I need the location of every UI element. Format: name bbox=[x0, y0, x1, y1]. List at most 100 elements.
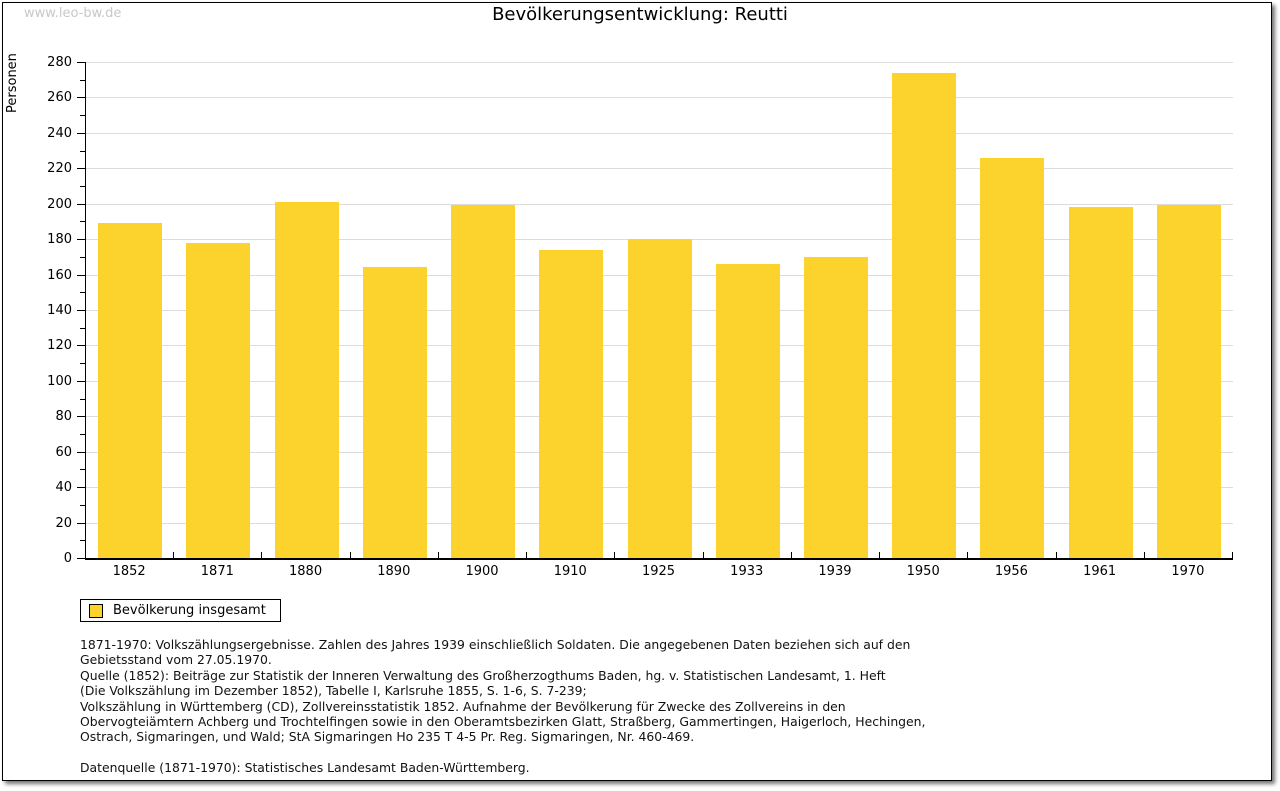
x-tick-label: 1871 bbox=[200, 564, 234, 579]
y-tick-label: 220 bbox=[47, 161, 72, 177]
x-boundary-tick bbox=[1143, 552, 1145, 558]
x-tick-label: 1939 bbox=[818, 564, 852, 579]
footnote-line: Ostrach, Sigmaringen, und Wald; StA Sigm… bbox=[80, 729, 695, 745]
y-minor-tick bbox=[80, 398, 85, 400]
bar bbox=[980, 157, 1045, 558]
x-tick-label: 1950 bbox=[906, 564, 940, 579]
y-major-tick bbox=[77, 239, 85, 241]
y-tick-label: 240 bbox=[47, 125, 72, 141]
chart-title: Bevölkerungsentwicklung: Reutti bbox=[492, 4, 788, 25]
x-boundary-tick bbox=[173, 552, 175, 558]
y-gridline bbox=[86, 62, 1233, 63]
y-tick-label: 0 bbox=[63, 551, 72, 566]
y-tick-label: 60 bbox=[55, 444, 72, 460]
datasource-line: Datenquelle (1871-1970): Statistisches L… bbox=[80, 759, 530, 775]
x-tick-label: 1961 bbox=[1083, 564, 1117, 579]
x-tick-label: 1880 bbox=[289, 564, 323, 579]
x-tick-label: 1910 bbox=[553, 564, 587, 579]
bar bbox=[98, 223, 163, 558]
y-minor-tick bbox=[80, 469, 85, 471]
bar bbox=[715, 263, 780, 558]
y-minor-tick bbox=[80, 434, 85, 435]
y-minor-tick bbox=[80, 186, 85, 187]
bar bbox=[362, 267, 427, 558]
y-major-tick bbox=[77, 62, 85, 63]
x-tick-label: 1925 bbox=[641, 564, 676, 579]
y-tick-label: 180 bbox=[47, 232, 72, 248]
footnote-line: (Die Volkszählung im Dezember 1852), Tab… bbox=[80, 683, 587, 699]
y-major-tick bbox=[77, 380, 85, 382]
bar bbox=[539, 249, 604, 558]
bar bbox=[186, 242, 251, 558]
x-tick-label: 1956 bbox=[994, 564, 1028, 579]
y-minor-tick bbox=[80, 292, 85, 294]
y-gridline bbox=[86, 97, 1233, 99]
bar bbox=[627, 239, 692, 558]
x-boundary-tick bbox=[526, 552, 528, 558]
y-minor-tick bbox=[80, 79, 85, 81]
y-gridline bbox=[86, 203, 1233, 205]
y-tick-label: 120 bbox=[47, 338, 72, 354]
y-tick-label: 20 bbox=[55, 515, 72, 531]
x-boundary-tick bbox=[1055, 552, 1057, 558]
x-tick-label: 1890 bbox=[377, 564, 411, 579]
bar bbox=[1156, 205, 1221, 558]
x-boundary-tick bbox=[614, 552, 616, 558]
y-major-tick bbox=[77, 310, 85, 311]
bar bbox=[274, 201, 339, 558]
bar bbox=[892, 72, 957, 558]
x-tick-label: 1970 bbox=[1171, 564, 1205, 579]
y-major-tick bbox=[77, 345, 85, 347]
footnote-line: Volkszählung in Württemberg (CD), Zollve… bbox=[80, 698, 846, 714]
footnote-line: Obervogteiämtern Achberg und Trochtelfin… bbox=[80, 714, 926, 730]
y-tick-label: 160 bbox=[47, 267, 72, 283]
y-minor-tick bbox=[80, 221, 85, 223]
y-tick-label: 140 bbox=[47, 303, 72, 318]
y-minor-tick bbox=[80, 256, 85, 258]
site-watermark: www.leo-bw.de bbox=[24, 6, 122, 21]
legend-color-swatch-icon bbox=[89, 603, 103, 618]
y-major-tick bbox=[77, 97, 85, 99]
y-major-tick bbox=[77, 487, 85, 489]
bar bbox=[451, 205, 516, 558]
y-axis-label: Personen bbox=[5, 53, 20, 113]
y-major-tick bbox=[77, 132, 85, 134]
y-major-tick bbox=[77, 168, 85, 170]
y-major-tick bbox=[77, 203, 85, 205]
y-tick-label: 80 bbox=[55, 409, 72, 425]
footnote-line: 1871-1970: Volkszählungsergebnisse. Zahl… bbox=[80, 637, 911, 652]
footnote-block: 1871-1970: Volkszählungsergebnisse. Zahl… bbox=[80, 637, 925, 775]
x-boundary-tick bbox=[790, 552, 792, 558]
footnote-line: Quelle (1852): Beiträge zur Statistik de… bbox=[80, 667, 886, 683]
x-boundary-tick bbox=[879, 552, 881, 558]
x-tick-label: 1900 bbox=[465, 564, 499, 579]
footnote-line: Gebietsstand vom 27.05.1970. bbox=[80, 652, 272, 668]
y-major-tick bbox=[77, 522, 85, 524]
plot-area bbox=[85, 62, 1233, 560]
x-boundary-tick bbox=[702, 552, 704, 558]
y-major-tick bbox=[77, 451, 85, 453]
x-boundary-tick bbox=[1232, 552, 1233, 558]
y-major-tick bbox=[77, 416, 85, 418]
x-tick-label: 1933 bbox=[730, 564, 764, 579]
y-major-tick bbox=[77, 274, 85, 276]
y-minor-tick bbox=[80, 540, 85, 542]
legend-series-label: Bevölkerung insgesamt bbox=[113, 603, 266, 618]
y-minor-tick bbox=[80, 363, 85, 365]
y-minor-tick bbox=[80, 504, 85, 506]
x-boundary-tick bbox=[261, 552, 263, 558]
y-tick-label: 100 bbox=[47, 373, 72, 389]
x-boundary-tick bbox=[437, 552, 439, 558]
y-tick-label: 40 bbox=[55, 480, 72, 496]
bar bbox=[803, 256, 868, 558]
y-major-tick bbox=[77, 558, 85, 559]
y-gridline bbox=[86, 132, 1233, 134]
y-tick-label: 260 bbox=[47, 90, 72, 106]
y-minor-tick bbox=[80, 150, 85, 152]
y-minor-tick bbox=[80, 115, 85, 117]
legend: Bevölkerung insgesamt bbox=[80, 599, 281, 622]
y-gridline bbox=[86, 168, 1233, 170]
y-tick-label: 200 bbox=[47, 196, 72, 212]
bar bbox=[1068, 207, 1133, 558]
